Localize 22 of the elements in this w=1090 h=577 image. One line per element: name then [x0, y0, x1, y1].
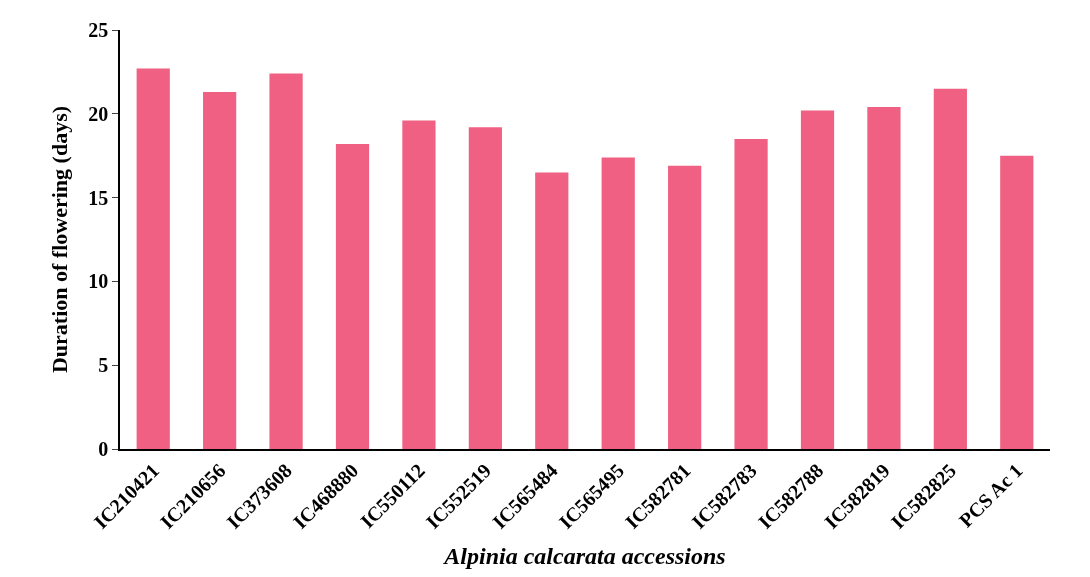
bar — [402, 120, 436, 449]
y-tick-label: 15 — [88, 186, 109, 209]
x-axis-title: Alpinia calcarata accessions — [442, 542, 726, 569]
bar — [668, 165, 702, 449]
bar — [734, 138, 768, 449]
bar — [136, 68, 170, 449]
y-tick-label: 10 — [88, 270, 109, 293]
y-tick-label: 5 — [98, 354, 109, 377]
bar — [269, 73, 303, 449]
bar — [800, 110, 835, 449]
bar — [867, 107, 901, 449]
y-tick-label: 0 — [98, 438, 109, 460]
bar — [1000, 155, 1034, 449]
bar — [933, 88, 967, 449]
y-tick-label: 25 — [88, 19, 109, 41]
bar — [535, 172, 569, 449]
bar — [335, 143, 370, 449]
bar — [601, 157, 635, 449]
bar — [203, 92, 237, 449]
y-tick-label: 20 — [88, 102, 109, 125]
y-axis-title: Duration of flowering (days) — [46, 105, 72, 374]
bar — [468, 127, 502, 449]
